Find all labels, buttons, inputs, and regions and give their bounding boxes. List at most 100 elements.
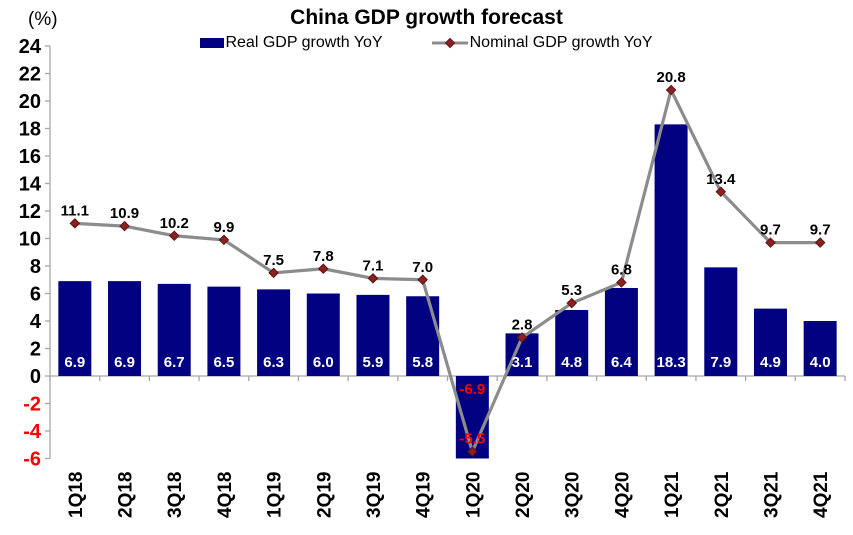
y-tick-label: 0 (30, 366, 41, 388)
x-label-1Q20: 1Q20 (463, 472, 484, 518)
legend: Real GDP growth YoY Nominal GDP growth Y… (0, 34, 853, 52)
x-label-2Q20: 2Q20 (513, 472, 534, 518)
bar-label-2Q21: 7.9 (710, 354, 731, 371)
bar-2Q21 (704, 267, 738, 376)
x-label-4Q18: 4Q18 (215, 472, 236, 518)
line-label-2Q20: 2.8 (512, 317, 533, 334)
legend-item-nominal-gdp: Nominal GDP growth YoY (431, 34, 653, 52)
y-tick-label: 14 (19, 174, 42, 196)
x-label-2Q18: 2Q18 (116, 472, 137, 518)
bar-label-4Q20: 6.4 (611, 354, 633, 371)
x-label-3Q21: 3Q21 (761, 471, 782, 518)
y-tick-label: 4 (30, 311, 42, 333)
marker-3Q20 (566, 297, 578, 309)
bar-label-1Q20: -6.9 (459, 381, 485, 398)
bar-1Q19 (257, 289, 291, 376)
line-label-2Q18: 10.9 (110, 205, 139, 222)
x-label-4Q20: 4Q20 (612, 472, 633, 518)
line-label-2Q21: 13.4 (706, 171, 736, 188)
bar-label-2Q20: 3.1 (512, 354, 533, 371)
bar-4Q21 (803, 321, 837, 376)
x-label-1Q19: 1Q19 (265, 472, 286, 518)
marker-1Q18 (69, 218, 81, 229)
marker-2Q21 (715, 186, 727, 198)
y-tick-label: 2 (30, 339, 41, 361)
line-label-4Q19: 7.0 (412, 259, 433, 276)
line-label-4Q18: 9.9 (213, 219, 234, 236)
marker-4Q20 (616, 277, 627, 288)
bar-2Q19 (306, 293, 340, 376)
bar-label-1Q18: 6.9 (64, 354, 85, 371)
marker-4Q21 (814, 237, 826, 248)
bar-3Q20 (555, 310, 589, 376)
chart-title: China GDP growth forecast (290, 6, 563, 29)
line-series-swatch-icon (431, 37, 468, 49)
marker-3Q21 (765, 237, 776, 248)
marker-1Q21 (665, 84, 677, 96)
x-label-2Q21: 2Q21 (712, 471, 733, 518)
marker-2Q19 (317, 263, 329, 275)
y-axis-unit-label: (%) (28, 9, 58, 30)
marker-3Q19 (367, 273, 379, 284)
line-label-1Q21: 20.8 (656, 69, 685, 86)
marker-4Q18 (218, 234, 230, 246)
y-tick-label: 20 (19, 91, 41, 113)
bar-label-3Q19: 5.9 (363, 354, 384, 371)
bar-4Q20 (604, 288, 638, 376)
y-tick-label: -2 (23, 394, 41, 416)
y-tick-label: 6 (30, 284, 41, 306)
x-label-2Q19: 2Q19 (314, 472, 335, 518)
bar-label-3Q18: 6.7 (164, 354, 185, 371)
legend-item-real-gdp: Real GDP growth YoY (200, 34, 383, 52)
line-label-3Q19: 7.1 (363, 257, 384, 274)
legend-label-nominal-gdp: Nominal GDP growth YoY (469, 34, 653, 51)
bar-4Q18 (207, 286, 241, 376)
x-label-1Q18: 1Q18 (66, 472, 87, 518)
line-label-4Q21: 9.7 (810, 222, 831, 239)
bar-3Q18 (157, 283, 191, 376)
bar-3Q21 (753, 308, 787, 376)
marker-1Q20 (467, 446, 478, 457)
x-label-3Q20: 3Q20 (563, 472, 584, 518)
line-label-3Q20: 5.3 (561, 282, 582, 299)
y-tick-label: 22 (19, 64, 41, 86)
y-tick-label: 8 (30, 256, 41, 278)
y-tick-label: -6 (23, 449, 41, 471)
line-label-1Q19: 7.5 (263, 252, 284, 269)
bar-2Q18 (108, 281, 142, 376)
y-tick-label: 12 (19, 201, 41, 223)
bar-label-4Q18: 6.5 (213, 354, 234, 371)
nominal-gdp-line (74, 85, 821, 457)
y-tick-label: -4 (23, 421, 42, 443)
line-label-3Q21: 9.7 (760, 222, 781, 239)
bar-label-3Q20: 4.8 (561, 354, 582, 371)
marker-2Q18 (119, 220, 130, 232)
line-label-3Q18: 10.2 (160, 215, 189, 232)
bar-label-2Q18: 6.9 (114, 354, 135, 371)
line-label-4Q20: 6.8 (611, 262, 632, 279)
x-label-3Q18: 3Q18 (165, 472, 186, 518)
marker-2Q20 (516, 332, 528, 343)
y-tick-label: 16 (19, 146, 41, 168)
x-label-3Q19: 3Q19 (364, 472, 385, 518)
bar-series-swatch-icon (200, 38, 225, 48)
line-label-1Q18: 11.1 (61, 202, 89, 219)
bar-1Q21 (654, 124, 688, 376)
line-label-1Q20: -5.5 (459, 431, 485, 448)
bar-3Q19 (356, 294, 390, 376)
bar-label-1Q21: 18.3 (656, 354, 685, 371)
bar-label-2Q19: 6.0 (313, 354, 334, 371)
legend-label-real-gdp: Real GDP growth YoY (225, 34, 383, 51)
y-tick-label: 24 (19, 36, 42, 58)
bar-label-1Q19: 6.3 (263, 354, 284, 371)
y-tick-label: 18 (19, 119, 41, 141)
marker-1Q19 (268, 267, 279, 279)
marker-4Q19 (417, 274, 428, 286)
bar-4Q19 (406, 296, 440, 376)
x-label-4Q21: 4Q21 (811, 471, 832, 518)
marker-3Q18 (168, 230, 180, 242)
x-label-1Q21: 1Q21 (662, 471, 683, 518)
bar-label-4Q19: 5.8 (412, 354, 433, 371)
